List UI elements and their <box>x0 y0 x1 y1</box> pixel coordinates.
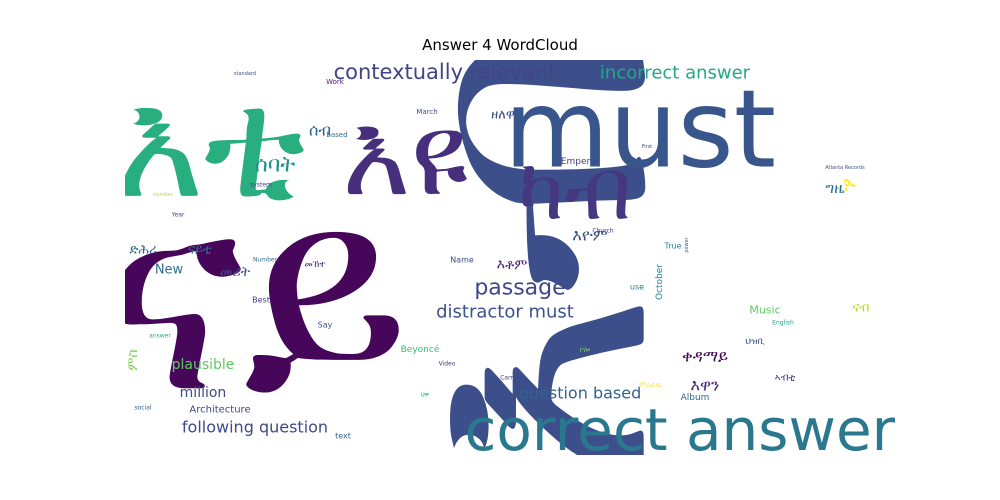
word-8: incorrect answer <box>600 63 751 84</box>
word-16: plausible <box>172 357 235 373</box>
word-63: ኮሎ <box>580 346 591 354</box>
word-43: March <box>416 108 437 116</box>
word-31: Architecture <box>189 405 250 416</box>
word-51: English <box>772 320 794 327</box>
word-14: ሰብ <box>309 121 331 140</box>
word-53: standard <box>234 71 256 77</box>
word-44: Work <box>326 78 345 86</box>
word-41: use <box>630 283 644 292</box>
word-60: ኣብቲ <box>775 373 796 384</box>
word-34: Album <box>681 393 710 403</box>
word-1: እብ <box>338 60 722 455</box>
word-30: Music <box>749 304 780 317</box>
word-57: number <box>153 192 173 198</box>
word-10: distractor must <box>436 302 574 323</box>
word-13: ሰባት <box>255 153 296 178</box>
word-3: እቲ <box>125 60 305 232</box>
word-12: following question <box>182 418 328 437</box>
word-7: contextually relevant <box>334 60 557 84</box>
word-24: ፈ <box>840 178 861 192</box>
word-20: እቶም <box>497 257 528 273</box>
word-22: ዘለዋ <box>491 108 515 123</box>
word-11: question based <box>519 384 642 403</box>
word-9: passage <box>474 276 565 301</box>
word-17: ቀዳማይ <box>682 347 728 366</box>
word-61: መኸተ <box>305 260 326 270</box>
word-45: system <box>250 182 272 189</box>
word-58: power <box>684 236 690 252</box>
word-15: million <box>180 385 227 401</box>
wordcloud-area: ናይ እብ must እቲ correct answer እዩ ካብ contextually… <box>125 60 895 455</box>
word-36: Name <box>450 256 474 265</box>
word-18: እዋን <box>691 376 720 395</box>
word-50: Number <box>253 257 278 264</box>
word-55: answer <box>149 333 171 340</box>
word-35: Beyoncé <box>401 344 440 355</box>
word-26: ናብ <box>852 301 869 316</box>
word-6: ካብ <box>518 141 632 240</box>
word-59: ህዝቢ <box>745 337 764 347</box>
word-56: social <box>134 405 151 412</box>
word-47: Church <box>592 228 613 235</box>
word-40: Say <box>318 321 333 330</box>
chart-title: Answer 4 WordCloud <box>422 36 578 54</box>
word-25: ምስ <box>125 349 141 370</box>
word-2: must <box>504 68 776 193</box>
word-0: ናይ <box>125 138 410 453</box>
word-42: based <box>326 131 347 139</box>
word-48: Video <box>439 361 456 368</box>
word-64: ህዋ <box>421 392 429 399</box>
word-27: መሪት <box>220 264 251 280</box>
word-39: text <box>335 432 351 441</box>
word-52: Atlanta Records <box>825 165 865 171</box>
word-5: እዩ <box>342 88 468 222</box>
word-38: True <box>664 242 682 251</box>
word-29: ድሕሪ <box>129 243 156 258</box>
word-4: correct answer <box>464 396 895 455</box>
word-23: ግዜ <box>826 179 846 197</box>
word-33: Emperor <box>561 157 600 167</box>
word-62: ምዕራፍ <box>639 381 662 390</box>
word-37: Best <box>252 296 270 305</box>
word-46: Year <box>171 212 185 219</box>
word-19: እዮም <box>572 226 607 245</box>
word-28: New <box>155 263 184 278</box>
word-54: First <box>642 144 653 150</box>
word-21: ናይቲ <box>188 243 212 258</box>
word-49: Carmen <box>500 375 524 382</box>
word-32: October <box>655 264 665 300</box>
